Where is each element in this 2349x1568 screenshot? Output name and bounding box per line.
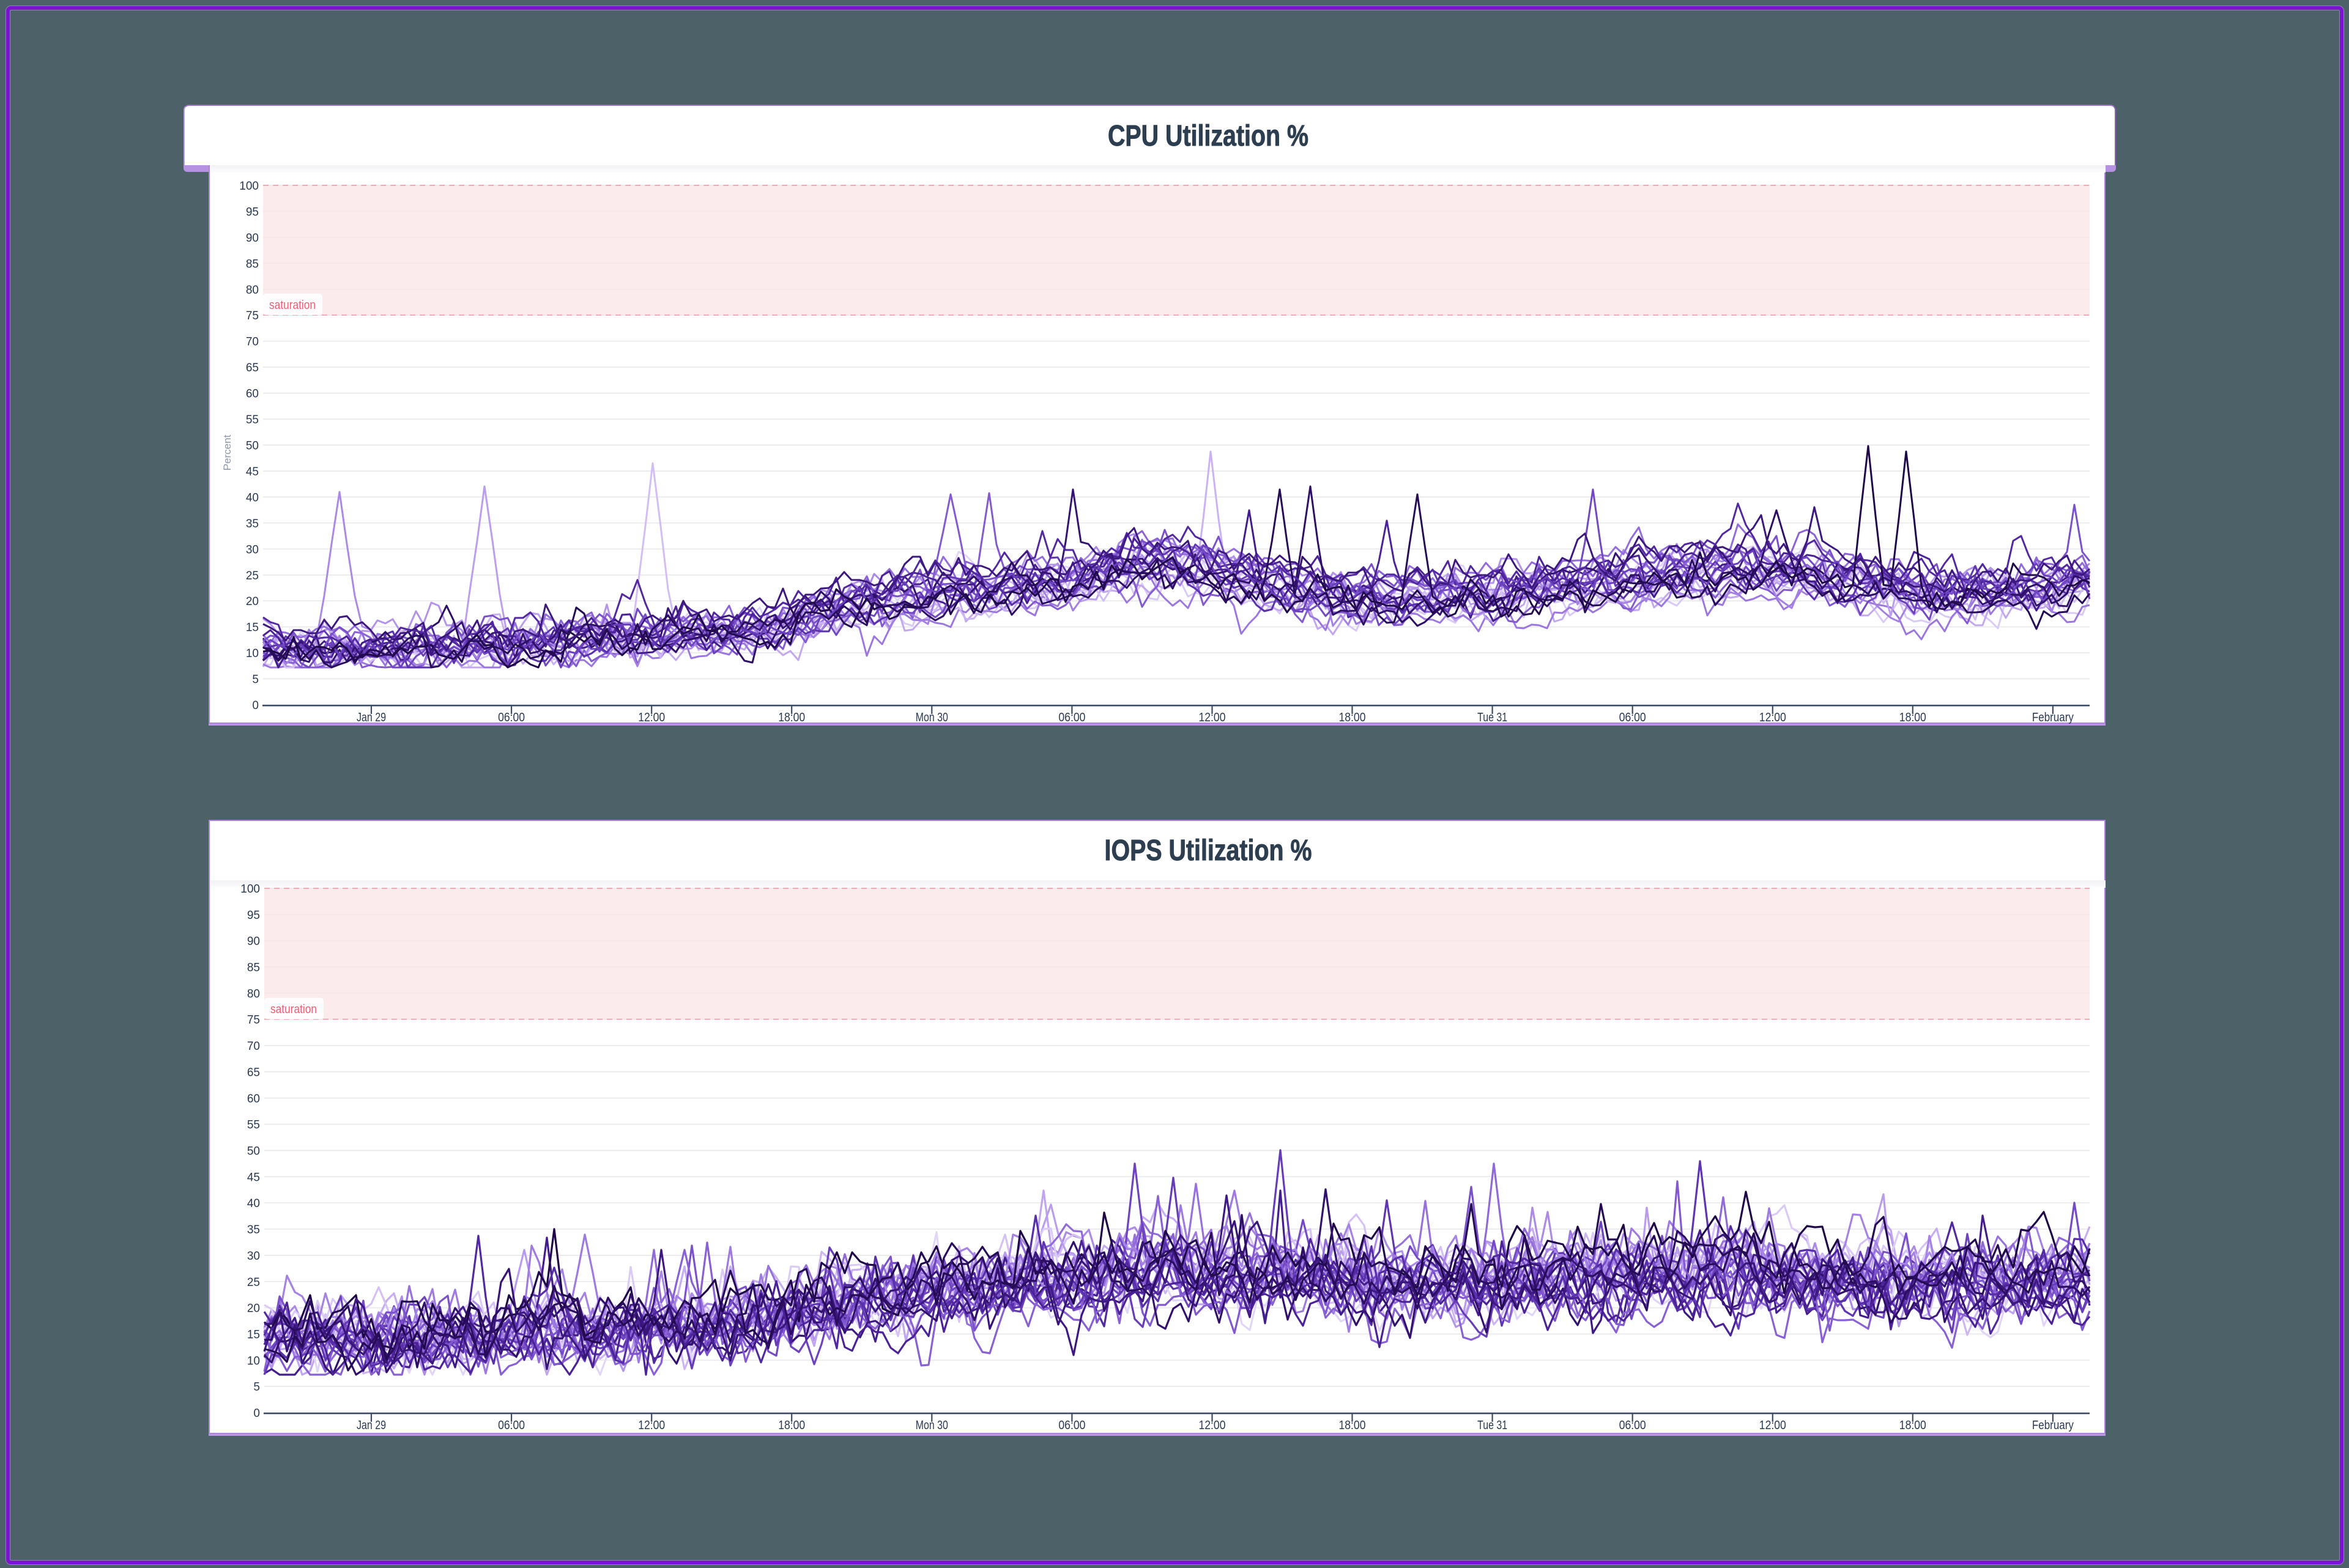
svg-text:70: 70 (247, 1040, 260, 1053)
svg-text:80: 80 (246, 284, 259, 297)
svg-text:70: 70 (246, 336, 259, 349)
svg-text:February: February (2032, 1419, 2074, 1432)
svg-text:12:00: 12:00 (1199, 711, 1226, 724)
svg-text:Mon 30: Mon 30 (916, 1419, 948, 1432)
svg-text:Mon 30: Mon 30 (916, 711, 948, 724)
svg-text:18:00: 18:00 (778, 711, 805, 724)
svg-text:saturation: saturation (270, 1003, 317, 1016)
svg-text:February: February (2032, 711, 2074, 724)
svg-text:65: 65 (247, 1066, 260, 1079)
svg-text:20: 20 (246, 595, 259, 608)
svg-text:15: 15 (247, 1329, 260, 1342)
svg-text:18:00: 18:00 (1339, 1419, 1366, 1432)
svg-text:60: 60 (247, 1093, 260, 1105)
svg-text:12:00: 12:00 (638, 1419, 665, 1432)
svg-text:75: 75 (246, 310, 259, 322)
svg-text:95: 95 (247, 909, 260, 922)
svg-text:90: 90 (247, 935, 260, 948)
svg-text:Tue 31: Tue 31 (1477, 1419, 1507, 1432)
svg-text:06:00: 06:00 (498, 711, 525, 724)
svg-text:12:00: 12:00 (1759, 1419, 1786, 1432)
svg-text:06:00: 06:00 (1619, 1419, 1646, 1432)
svg-text:85: 85 (246, 258, 259, 270)
svg-text:0: 0 (253, 1407, 260, 1420)
svg-text:20: 20 (247, 1302, 260, 1315)
svg-text:80: 80 (247, 987, 260, 1000)
svg-text:0: 0 (252, 699, 259, 712)
svg-text:12:00: 12:00 (1759, 711, 1786, 724)
svg-text:30: 30 (246, 543, 259, 556)
svg-text:Tue 31: Tue 31 (1477, 711, 1507, 724)
svg-text:06:00: 06:00 (1058, 1419, 1085, 1432)
svg-text:65: 65 (246, 362, 259, 374)
svg-text:75: 75 (247, 1014, 260, 1027)
svg-text:18:00: 18:00 (1339, 711, 1366, 724)
svg-text:50: 50 (247, 1145, 260, 1158)
svg-text:30: 30 (247, 1250, 260, 1263)
svg-text:35: 35 (246, 518, 259, 530)
svg-text:55: 55 (246, 414, 259, 426)
svg-text:15: 15 (246, 622, 259, 634)
svg-text:10: 10 (246, 647, 259, 660)
svg-text:85: 85 (247, 962, 260, 975)
svg-text:12:00: 12:00 (1199, 1419, 1226, 1432)
svg-text:5: 5 (252, 674, 259, 686)
svg-text:06:00: 06:00 (1619, 711, 1646, 724)
svg-text:40: 40 (246, 491, 259, 504)
svg-text:Jan 29: Jan 29 (357, 711, 386, 724)
svg-text:10: 10 (247, 1354, 260, 1367)
svg-text:50: 50 (246, 440, 259, 453)
svg-text:06:00: 06:00 (498, 1419, 525, 1432)
svg-text:40: 40 (247, 1197, 260, 1210)
svg-text:45: 45 (247, 1171, 260, 1184)
svg-text:90: 90 (246, 232, 259, 245)
svg-text:100: 100 (239, 180, 259, 193)
svg-text:18:00: 18:00 (1899, 1419, 1926, 1432)
svg-text:25: 25 (247, 1276, 260, 1289)
svg-text:35: 35 (247, 1224, 260, 1236)
svg-text:12:00: 12:00 (638, 711, 665, 724)
svg-text:100: 100 (240, 883, 260, 896)
svg-text:5: 5 (253, 1381, 260, 1394)
svg-text:saturation: saturation (269, 299, 316, 312)
svg-text:55: 55 (247, 1119, 260, 1132)
svg-text:60: 60 (246, 388, 259, 401)
svg-text:Jan 29: Jan 29 (357, 1419, 386, 1432)
svg-text:95: 95 (246, 206, 259, 218)
svg-text:25: 25 (246, 570, 259, 582)
svg-text:45: 45 (246, 466, 259, 478)
svg-text:18:00: 18:00 (778, 1419, 805, 1432)
svg-text:18:00: 18:00 (1899, 711, 1926, 724)
svg-text:Percent: Percent (221, 434, 233, 470)
svg-text:06:00: 06:00 (1058, 711, 1085, 724)
